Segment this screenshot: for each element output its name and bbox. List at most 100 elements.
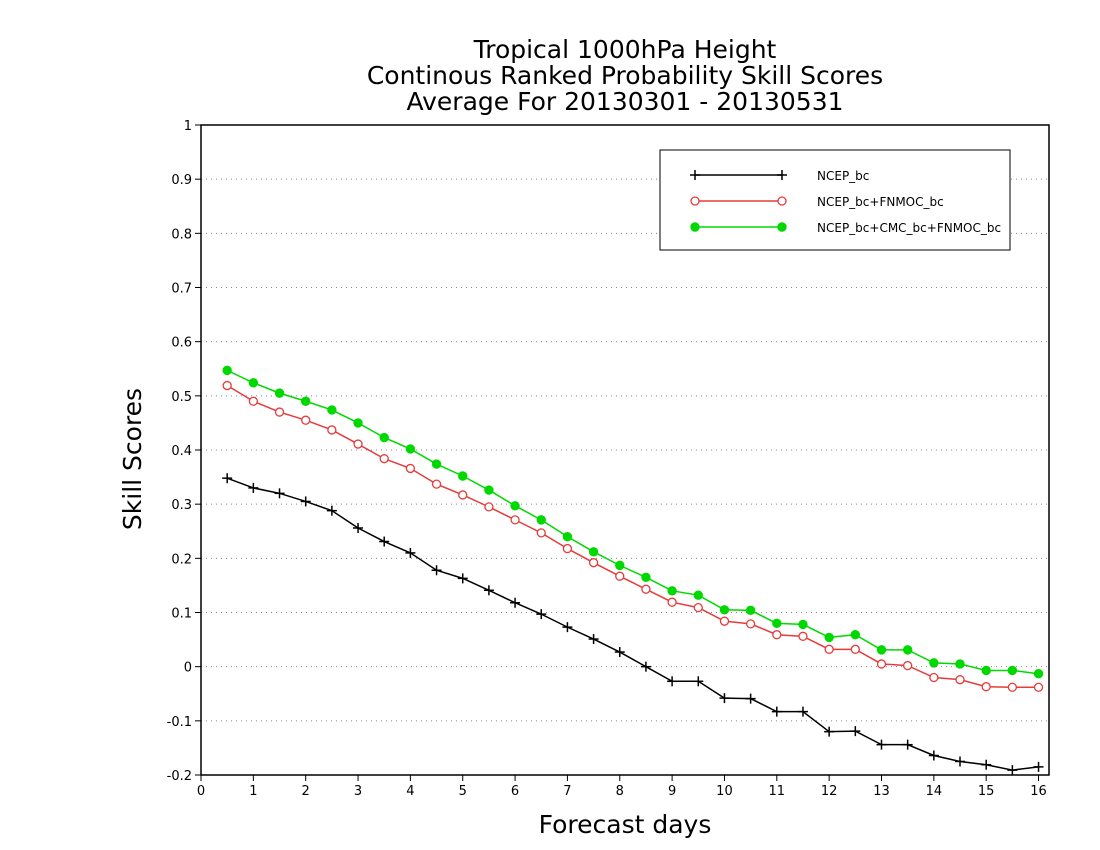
plot-frame — [200, 124, 1050, 776]
y-tick-label: 0.8 — [171, 227, 192, 242]
data-point-ncep-bc-cmc-bc-fnmoc-bc — [772, 618, 782, 629]
legend-marker-ncep-bc — [777, 170, 787, 180]
x-tick-label: 13 — [873, 784, 890, 799]
x-tick-label: 3 — [354, 784, 362, 799]
data-point-ncep-bc — [614, 647, 625, 658]
y-tick-label: 0.1 — [171, 607, 192, 622]
data-point-ncep-bc-fnmoc-bc — [667, 597, 677, 607]
data-point-ncep-bc-cmc-bc-fnmoc-bc — [588, 547, 599, 557]
data-point-ncep-bc — [457, 573, 468, 584]
data-point-ncep-bc — [693, 676, 704, 687]
data-point-ncep-bc — [876, 739, 887, 750]
data-point-ncep-bc — [222, 473, 233, 484]
data-point-ncep-bc-fnmoc-bc — [327, 425, 337, 435]
data-point-ncep-bc — [745, 693, 756, 704]
data-point-ncep-bc-cmc-bc-fnmoc-bc — [510, 501, 520, 511]
legend-marker-ncep-bc-fnmoc-bc — [690, 196, 700, 206]
data-point-ncep-bc — [431, 565, 442, 576]
data-point-ncep-bc-cmc-bc-fnmoc-bc — [876, 645, 887, 655]
data-point-ncep-bc-cmc-bc-fnmoc-bc — [1007, 665, 1018, 676]
x-tick-label: 7 — [563, 784, 571, 799]
y-tick-label: 1 — [184, 119, 192, 134]
data-point-ncep-bc-fnmoc-bc — [405, 463, 416, 474]
data-point-ncep-bc-fnmoc-bc — [876, 659, 887, 669]
data-point-ncep-bc — [588, 634, 599, 645]
data-point-ncep-bc-cmc-bc-fnmoc-bc — [405, 444, 416, 454]
x-tick-label: 14 — [926, 784, 943, 799]
data-point-ncep-bc-cmc-bc-fnmoc-bc — [745, 605, 756, 616]
x-tick-label: 10 — [716, 784, 733, 799]
x-tick-label: 11 — [769, 784, 786, 799]
data-point-ncep-bc-fnmoc-bc — [536, 528, 546, 538]
data-point-ncep-bc-fnmoc-bc — [1033, 682, 1044, 692]
data-point-ncep-bc-fnmoc-bc — [745, 619, 756, 629]
data-point-ncep-bc-fnmoc-bc — [824, 644, 834, 654]
data-point-ncep-bc-cmc-bc-fnmoc-bc — [929, 658, 939, 668]
data-point-ncep-bc — [353, 523, 364, 533]
data-point-ncep-bc-cmc-bc-fnmoc-bc — [248, 378, 259, 388]
legend-marker-ncep-bc-cmc-bc-fnmoc-bc — [690, 222, 700, 232]
data-point-ncep-bc — [850, 726, 861, 737]
data-point-ncep-bc-cmc-bc-fnmoc-bc — [274, 388, 285, 398]
legend-marker-ncep-bc-cmc-bc-fnmoc-bc — [777, 222, 787, 232]
data-point-ncep-bc — [1007, 765, 1018, 776]
data-point-ncep-bc-fnmoc-bc — [981, 682, 991, 692]
x-axis-label: Forecast days — [539, 810, 712, 839]
data-point-ncep-bc-fnmoc-bc — [431, 479, 442, 489]
data-point-ncep-bc — [1033, 761, 1044, 772]
data-point-ncep-bc-fnmoc-bc — [798, 631, 808, 641]
data-point-ncep-bc-fnmoc-bc — [1007, 682, 1018, 692]
data-point-ncep-bc-fnmoc-bc — [562, 543, 573, 554]
data-point-ncep-bc-fnmoc-bc — [693, 602, 703, 613]
data-point-ncep-bc-fnmoc-bc — [484, 502, 494, 512]
data-point-ncep-bc-cmc-bc-fnmoc-bc — [667, 586, 677, 596]
series-line-ncep-bc — [226, 477, 1039, 771]
data-point-ncep-bc-fnmoc-bc — [458, 490, 468, 500]
x-tick-label: 0 — [197, 784, 205, 799]
data-point-ncep-bc-fnmoc-bc — [850, 644, 860, 654]
data-point-ncep-bc — [536, 609, 547, 620]
data-point-ncep-bc-cmc-bc-fnmoc-bc — [431, 459, 442, 469]
legend-marker-ncep-bc-fnmoc-bc — [777, 196, 787, 206]
data-point-ncep-bc-fnmoc-bc — [929, 672, 939, 683]
data-point-ncep-bc — [379, 536, 390, 547]
x-tick-label: 2 — [302, 784, 310, 799]
data-point-ncep-bc — [300, 496, 311, 507]
data-point-ncep-bc-fnmoc-bc — [615, 571, 625, 581]
legend-marker-ncep-bc — [690, 170, 700, 180]
data-point-ncep-bc-fnmoc-bc — [222, 380, 232, 391]
data-point-ncep-bc-cmc-bc-fnmoc-bc — [798, 619, 808, 630]
chart-title-line-2: Continous Ranked Probability Skill Score… — [366, 61, 884, 90]
chart-title-line-1: Tropical 1000hPa Height — [473, 35, 777, 64]
data-point-ncep-bc-fnmoc-bc — [248, 396, 258, 406]
y-tick-label: 0.4 — [171, 444, 192, 459]
data-point-ncep-bc-cmc-bc-fnmoc-bc — [850, 630, 861, 640]
data-point-ncep-bc-cmc-bc-fnmoc-bc — [536, 515, 546, 525]
x-tick-label: 9 — [668, 784, 676, 799]
data-point-ncep-bc-fnmoc-bc — [641, 584, 651, 594]
data-point-ncep-bc — [902, 739, 913, 750]
grid-lines — [201, 178, 1049, 722]
data-point-ncep-bc — [719, 693, 730, 704]
legend-label-ncep-bc-fnmoc-bc: NCEP_bc+FNMOC_bc — [817, 195, 944, 209]
x-tick-label: 5 — [459, 784, 467, 799]
data-point-ncep-bc-cmc-bc-fnmoc-bc — [300, 396, 311, 406]
data-point-ncep-bc-cmc-bc-fnmoc-bc — [902, 645, 913, 655]
data-point-ncep-bc-fnmoc-bc — [510, 515, 520, 525]
data-point-ncep-bc-fnmoc-bc — [274, 407, 285, 417]
data-point-ncep-bc — [562, 622, 573, 633]
y-tick-label: 0.7 — [171, 282, 192, 297]
data-point-ncep-bc-fnmoc-bc — [379, 454, 389, 464]
data-point-ncep-bc — [248, 482, 259, 493]
series-line-ncep-bc-fnmoc-bc — [226, 384, 1039, 688]
x-tick-label: 16 — [1030, 784, 1047, 799]
legend-label-ncep-bc: NCEP_bc — [817, 169, 869, 183]
data-point-ncep-bc-cmc-bc-fnmoc-bc — [641, 572, 651, 582]
data-point-ncep-bc-cmc-bc-fnmoc-bc — [719, 605, 730, 615]
series-layer — [222, 365, 1044, 776]
data-point-ncep-bc — [981, 759, 992, 770]
data-point-ncep-bc — [928, 750, 939, 761]
data-point-ncep-bc — [405, 547, 416, 558]
y-tick-label: 0.5 — [171, 390, 192, 405]
